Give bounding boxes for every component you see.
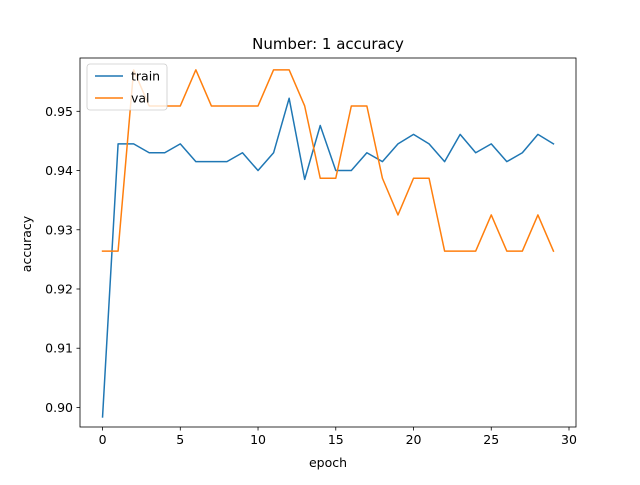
plot-layer: 0 5 10 15 20 25 30 0.90 0.91 0.92 0.93 0.94 0.95 trai… xyxy=(45,57,577,447)
y-tick-label: 0.92 xyxy=(45,281,73,296)
x-tick-label: 15 xyxy=(328,432,344,447)
y-tick-label: 0.91 xyxy=(45,341,73,356)
legend: train val xyxy=(86,63,168,111)
plot-frame xyxy=(79,57,577,428)
x-axis-title: epoch xyxy=(309,455,347,470)
series-line-val xyxy=(101,69,555,253)
y-axis-title: accuracy xyxy=(19,215,34,272)
y-tick-label: 0.95 xyxy=(45,104,73,119)
y-tick-label: 0.94 xyxy=(45,163,73,178)
x-tick-label: 0 xyxy=(99,432,107,447)
chart-title: Number: 1 accuracy xyxy=(252,35,404,53)
legend-label-val: val xyxy=(131,91,150,106)
legend-label-train: train xyxy=(131,69,160,84)
x-tick-label: 30 xyxy=(561,432,577,447)
x-tick-label: 10 xyxy=(250,432,266,447)
y-tick-label: 0.93 xyxy=(45,222,73,237)
x-tick-label: 5 xyxy=(176,432,184,447)
series-line-train xyxy=(101,97,555,418)
x-tick-label: 25 xyxy=(483,432,499,447)
y-tick-label: 0.90 xyxy=(45,400,73,415)
x-tick-label: 20 xyxy=(406,432,422,447)
